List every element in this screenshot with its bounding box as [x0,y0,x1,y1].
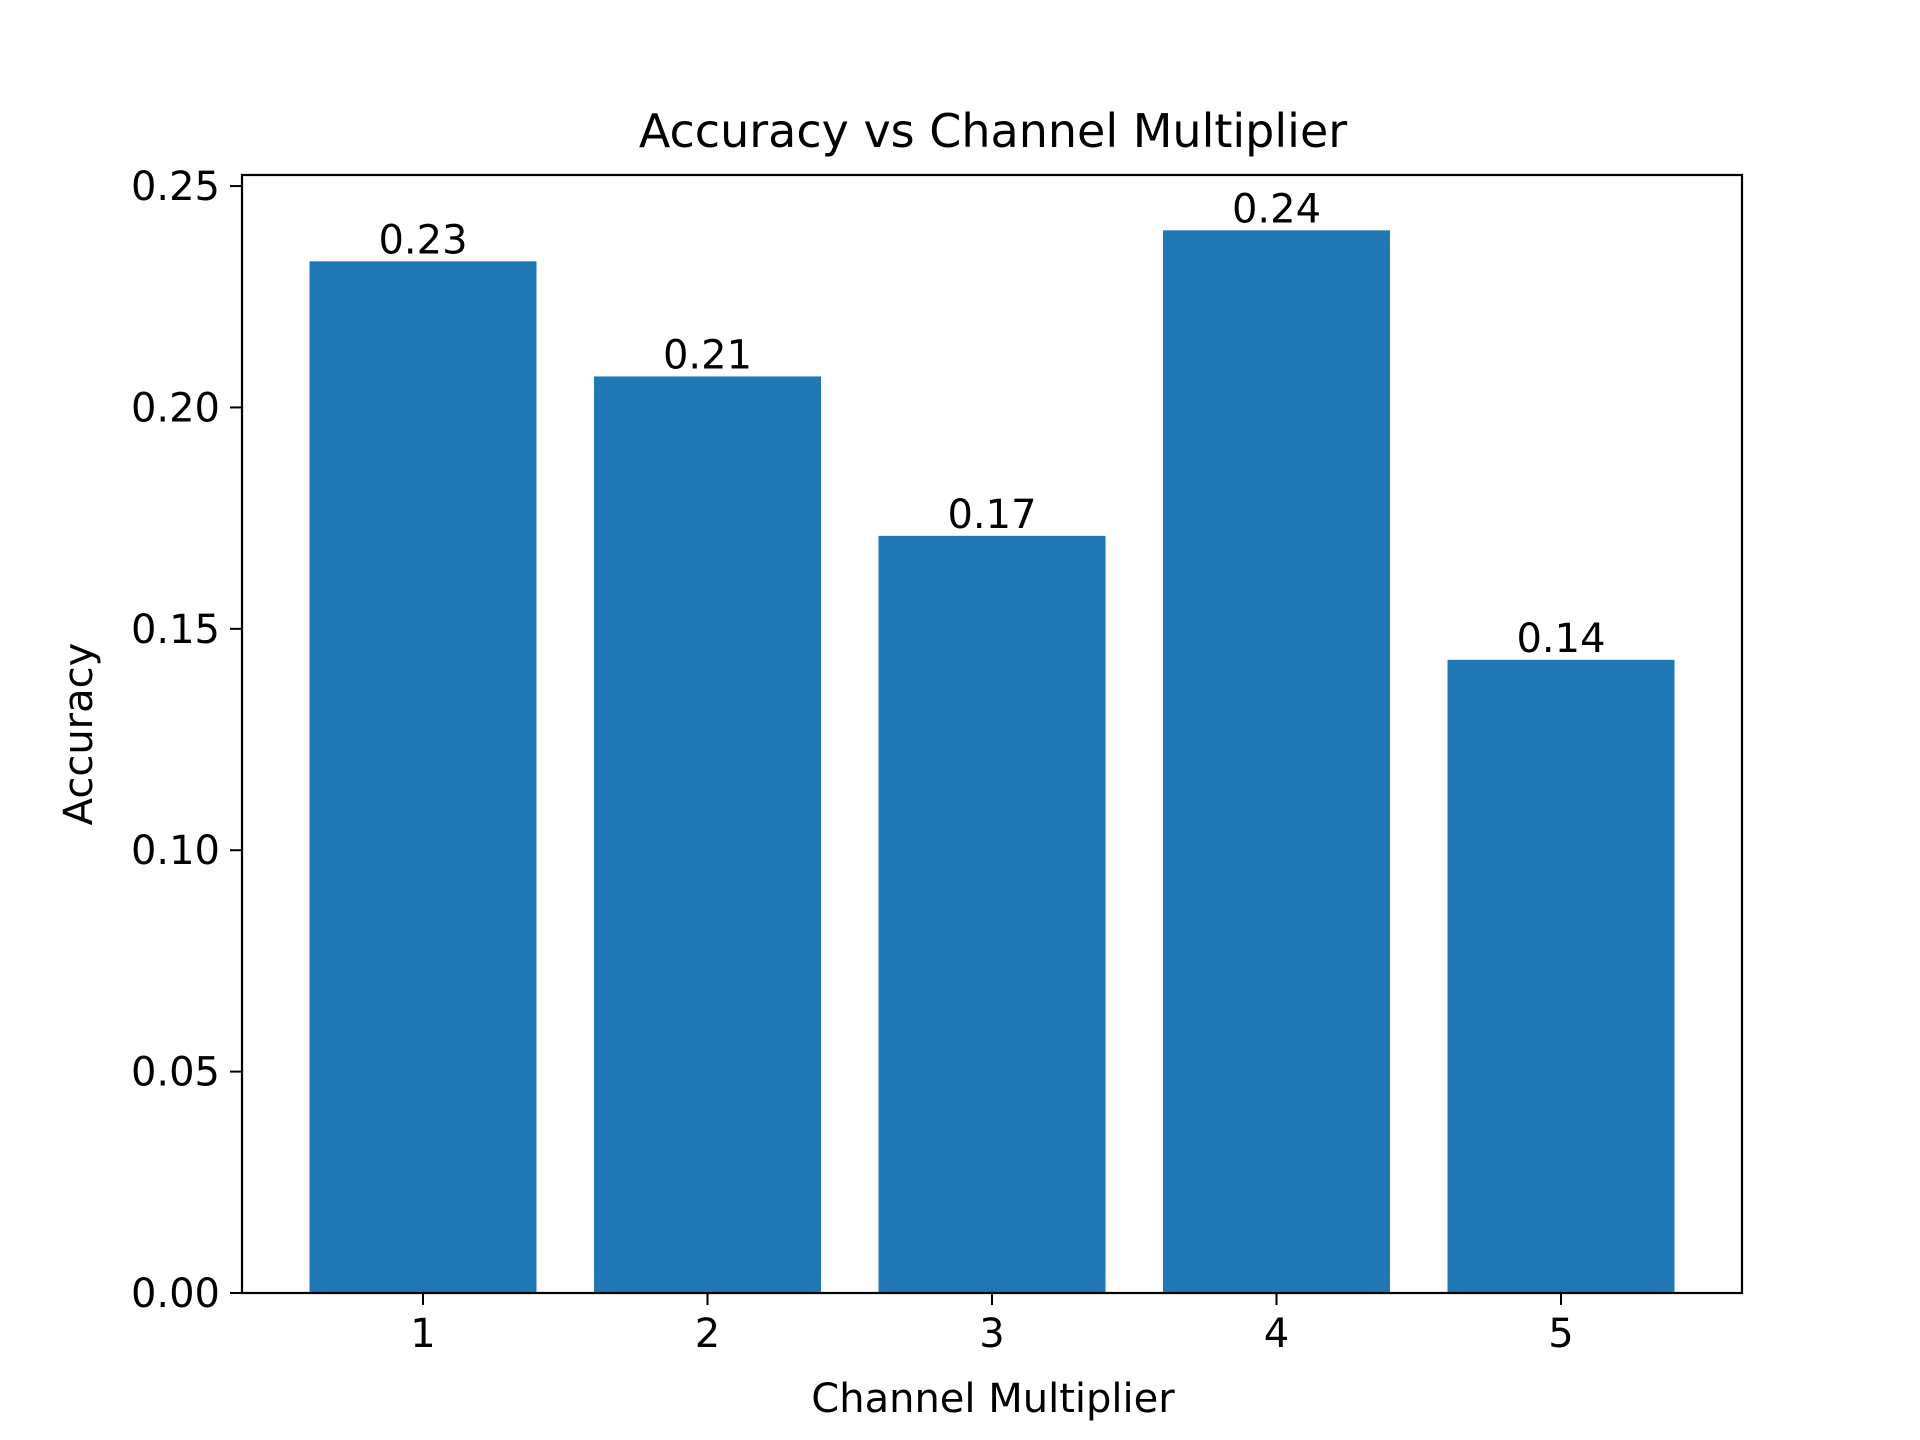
y-tick-label: 0.25 [131,164,220,210]
x-axis-ticks: 1 2 3 4 5 [410,1293,1574,1357]
bar-4 [1163,230,1390,1293]
x-tick-label: 1 [410,1311,435,1357]
bar-2 [594,376,821,1293]
plot-frame [240,173,1744,1295]
bar-1 [309,261,537,1294]
x-axis-label: Channel Multiplier [811,1376,1175,1422]
bar-value-label: 0.23 [378,217,467,263]
x-tick-label: 3 [979,1311,1004,1357]
y-tick-label: 0.00 [131,1271,220,1317]
bar-value-label: 0.24 [1232,186,1321,232]
y-tick-label: 0.10 [131,828,220,874]
x-tick-label: 2 [695,1311,720,1357]
bar-labels-layer: 0.23 0.21 0.17 0.24 0.14 [378,186,1605,661]
x-tick-label: 5 [1548,1311,1573,1357]
y-tick-label: 0.15 [131,607,220,653]
bar-value-label: 0.17 [947,492,1036,538]
x-tick-label: 4 [1264,1311,1289,1357]
bars-layer [309,230,1675,1294]
bar-5 [1447,659,1675,1293]
bar-value-label: 0.14 [1516,616,1605,662]
y-axis-ticks: 0.00 0.05 0.10 0.15 0.20 0.25 [131,164,242,1317]
y-tick-label: 0.05 [131,1050,220,1096]
chart-title: Accuracy vs Channel Multiplier [639,104,1347,158]
y-tick-label: 0.20 [131,385,220,431]
y-axis-label: Accuracy [56,643,102,826]
bar-3 [878,535,1106,1293]
bar-value-label: 0.21 [663,332,752,378]
